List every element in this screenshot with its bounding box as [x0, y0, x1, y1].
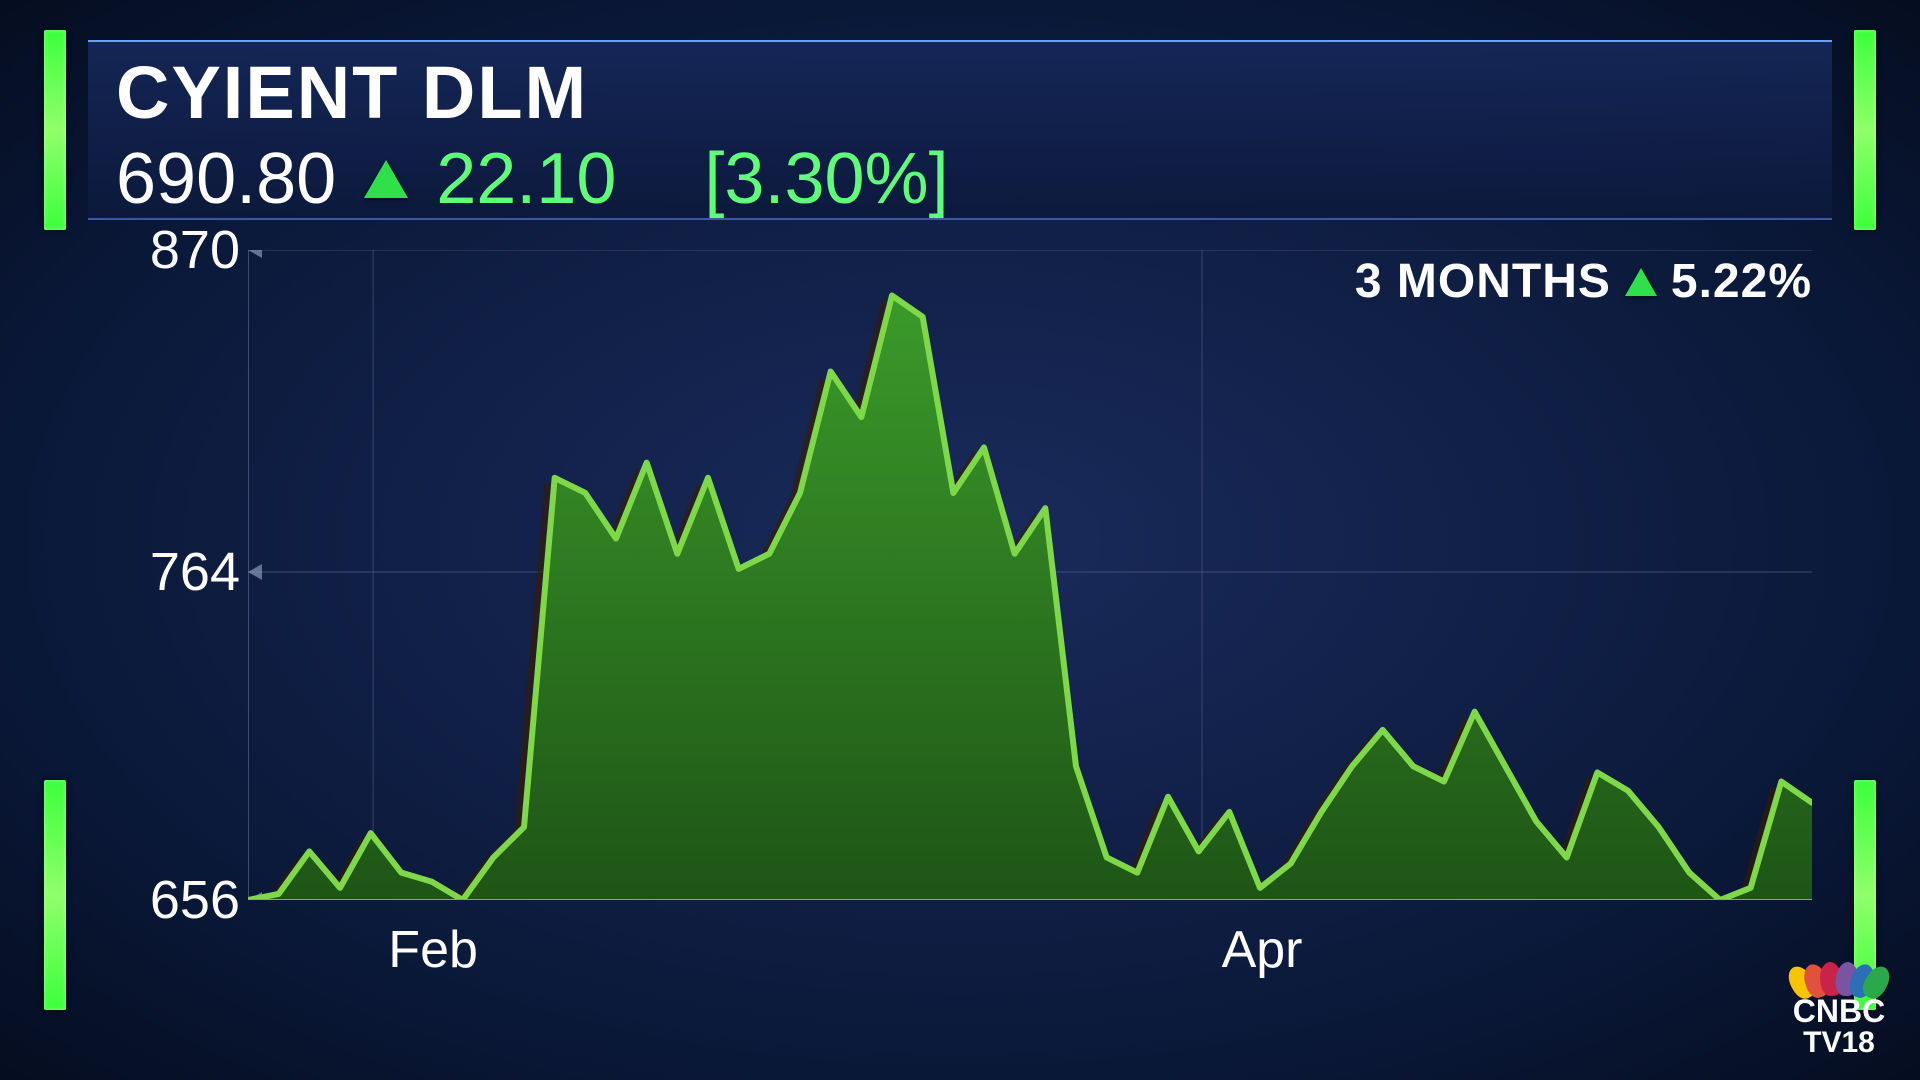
logo-subtext: TV18	[1788, 1026, 1890, 1060]
price-change-pct: [3.30%]	[704, 138, 948, 220]
period-badge: 3 MONTHS 5.22%	[1355, 254, 1812, 309]
up-arrow-icon	[1625, 268, 1657, 296]
x-tick-label: Feb	[388, 920, 478, 980]
y-tick-label: 870	[100, 219, 240, 281]
period-pct: 5.22%	[1671, 254, 1812, 309]
y-tick-label: 764	[100, 541, 240, 603]
period-label: 3 MONTHS	[1355, 254, 1611, 309]
y-tick-label: 656	[100, 869, 240, 931]
peacock-icon	[1788, 961, 1890, 995]
x-tick-label: Apr	[1222, 920, 1303, 980]
accent-bar-left-bottom	[44, 780, 66, 1010]
up-arrow-icon	[364, 160, 408, 198]
x-axis-labels: Feb Apr	[278, 920, 1812, 980]
logo-text: CNBC	[1788, 997, 1890, 1026]
quote-header: CYIENT DLM 690.80 22.10 [3.30%]	[88, 40, 1832, 220]
last-price: 690.80	[116, 138, 336, 220]
accent-bar-right-top	[1854, 30, 1876, 230]
broadcaster-logo: CNBC TV18	[1788, 961, 1890, 1060]
price-change: 22.10	[436, 138, 616, 220]
y-axis-labels: 870764656	[100, 250, 240, 900]
ticker-symbol: CYIENT DLM	[116, 56, 1804, 130]
chart-container: 3 MONTHS 5.22% 870764656 Feb Apr	[88, 250, 1832, 1020]
accent-bar-left-top	[44, 30, 66, 230]
price-area-chart	[248, 250, 1812, 900]
quote-row: 690.80 22.10 [3.30%]	[116, 138, 1804, 220]
